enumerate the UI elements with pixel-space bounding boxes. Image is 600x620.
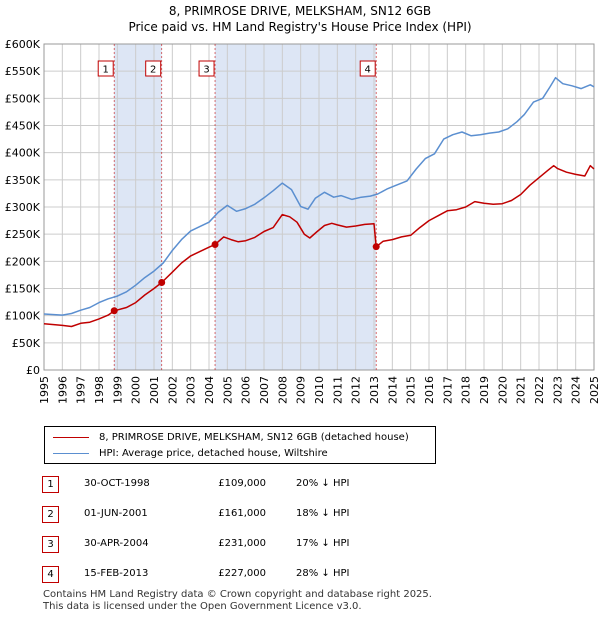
x-tick-label: 2019	[478, 376, 491, 404]
x-tick-label: 2020	[496, 376, 509, 404]
property-price-line	[43, 164, 595, 328]
x-tick-label: 2005	[221, 376, 234, 404]
y-tick-label: £500K	[5, 92, 41, 105]
sale-row: 4 15-FEB-2013 £227,000 28% ↓ HPI	[0, 566, 600, 584]
sale-marker-box	[145, 60, 162, 77]
x-tick-label: 1995	[38, 376, 51, 404]
sale-point	[372, 243, 380, 251]
legend-item-property: 8, PRIMROSE DRIVE, MELKSHAM, SN12 6GB (d…	[53, 430, 409, 444]
x-tick-label: 2017	[441, 376, 454, 404]
x-tick-label: 2024	[570, 376, 583, 404]
y-tick-label: £600K	[5, 38, 41, 51]
legend: 8, PRIMROSE DRIVE, MELKSHAM, SN12 6GB (d…	[44, 426, 436, 464]
y-tick-label: £0	[26, 364, 40, 377]
x-tick-label: 1999	[111, 376, 124, 404]
sale-number-badge: 1	[42, 476, 59, 493]
footer-copyright: Contains HM Land Registry data © Crown c…	[43, 589, 432, 600]
sale-row: 2 01-JUN-2001 £161,000 18% ↓ HPI	[0, 506, 600, 524]
hpi-line	[43, 76, 595, 316]
price-chart: £0 £50K £100K £150K £200K £250K £300K £350K £400…	[5, 38, 600, 404]
y-tick-label: £250K	[5, 228, 41, 241]
y-tick-label: £350K	[5, 174, 41, 187]
sale-hpi-diff: 28% ↓ HPI	[296, 568, 350, 579]
x-tick-label: 2007	[258, 376, 271, 404]
y-tick-label: £450K	[5, 120, 41, 133]
x-tick-label: 2023	[551, 376, 564, 404]
sale-marker-box	[198, 60, 215, 77]
y-tick-label: £200K	[5, 255, 41, 268]
x-tick-label: 1998	[93, 376, 106, 404]
sale-number-badge: 2	[42, 506, 59, 523]
x-tick-label: 2011	[331, 376, 344, 404]
x-tick-label: 2006	[240, 376, 253, 404]
sale-price: £227,000	[218, 568, 266, 579]
chart-subtitle: Price paid vs. HM Land Registry's House …	[128, 20, 472, 34]
sale-marker-label: 1	[103, 65, 109, 76]
x-tick-label: 2001	[148, 376, 161, 404]
x-tick-label: 2018	[460, 376, 473, 404]
sale-row: 1 30-OCT-1998 £109,000 20% ↓ HPI	[0, 476, 600, 494]
sale-point	[211, 240, 219, 248]
x-tick-label: 1997	[75, 376, 88, 404]
x-tick-label: 2016	[423, 376, 436, 404]
sale-row: 3 30-APR-2004 £231,000 17% ↓ HPI	[0, 536, 600, 554]
x-tick-label: 2010	[313, 376, 326, 404]
x-tick-label: 2003	[185, 376, 198, 404]
sale-point	[158, 279, 166, 287]
y-tick-label: £100K	[5, 310, 41, 323]
x-tick-label: 2014	[386, 376, 399, 404]
footer-licence: This data is licensed under the Open Gov…	[43, 601, 362, 612]
x-tick-label: 2009	[295, 376, 308, 404]
y-tick-label: £300K	[5, 201, 41, 214]
y-tick-label: £400K	[5, 147, 41, 160]
legend-item-hpi: HPI: Average price, detached house, Wilt…	[53, 446, 328, 460]
plot-frame	[43, 43, 595, 371]
sale-price: £231,000	[218, 538, 266, 549]
sale-point	[110, 307, 118, 315]
legend-label-hpi: HPI: Average price, detached house, Wilt…	[99, 447, 328, 459]
sale-marker-label: 4	[365, 65, 371, 76]
chart-title: 8, PRIMROSE DRIVE, MELKSHAM, SN12 6GB	[168, 4, 432, 18]
y-tick-label: £150K	[5, 283, 41, 296]
sale-date: 30-OCT-1998	[84, 478, 150, 489]
legend-label-property: 8, PRIMROSE DRIVE, MELKSHAM, SN12 6GB (d…	[99, 431, 409, 443]
sale-hpi-diff: 20% ↓ HPI	[296, 478, 350, 489]
x-tick-label: 1996	[56, 376, 69, 404]
sale-marker-label: 2	[150, 65, 156, 76]
x-tick-label: 2025	[588, 376, 600, 404]
x-tick-label: 2012	[350, 376, 363, 404]
y-tick-label: £50K	[12, 337, 41, 350]
x-tick-label: 2000	[130, 376, 143, 404]
x-tick-label: 2013	[368, 376, 381, 404]
sale-number-badge: 4	[42, 566, 59, 583]
sale-marker-box	[97, 60, 114, 77]
sale-hpi-diff: 18% ↓ HPI	[296, 508, 350, 519]
x-tick-label: 2008	[276, 376, 289, 404]
legend-line-hpi	[53, 452, 89, 454]
sale-marker-box	[359, 60, 376, 77]
x-tick-label: 2004	[203, 376, 216, 404]
sale-date: 15-FEB-2013	[84, 568, 149, 579]
sale-marker-label: 3	[203, 65, 209, 76]
x-tick-label: 2022	[533, 376, 546, 404]
legend-line-property	[53, 436, 89, 438]
sale-price: £161,000	[218, 508, 266, 519]
x-tick-label: 2015	[405, 376, 418, 404]
x-tick-label: 2021	[515, 376, 528, 404]
sale-number-badge: 3	[42, 536, 59, 553]
x-tick-label: 2002	[166, 376, 179, 404]
y-tick-label: £550K	[5, 65, 41, 78]
sale-hpi-diff: 17% ↓ HPI	[296, 538, 350, 549]
sale-date: 30-APR-2004	[84, 538, 149, 549]
sale-date: 01-JUN-2001	[84, 508, 148, 519]
sale-price: £109,000	[218, 478, 266, 489]
